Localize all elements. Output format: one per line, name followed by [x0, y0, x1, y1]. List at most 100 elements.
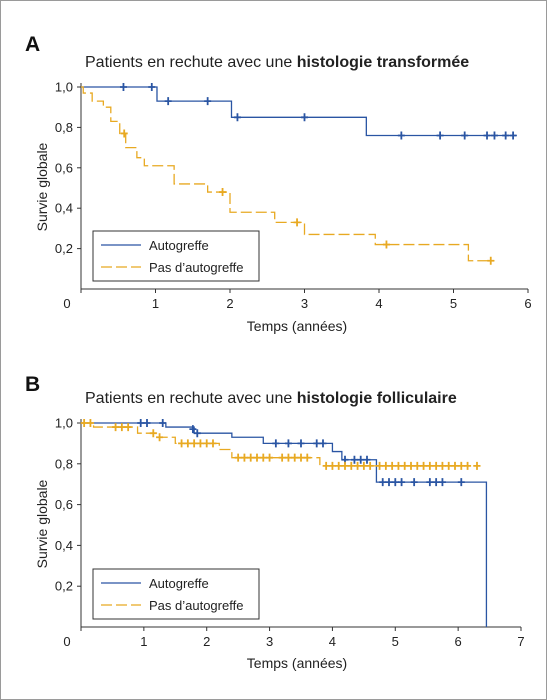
- censor-mark-autogreffe: [432, 478, 440, 487]
- chart-title: Patients en rechute avec une histologie …: [85, 54, 469, 71]
- censor-mark-pas-autogreffe: [354, 461, 362, 470]
- censor-mark-autogreffe: [426, 478, 434, 487]
- censor-mark-autogreffe: [119, 83, 127, 91]
- censor-mark-autogreffe: [193, 429, 201, 438]
- km-curve-pas-autogreffe: [81, 422, 481, 467]
- censor-mark-pas-autogreffe: [487, 256, 495, 265]
- censor-mark-autogreffe: [391, 478, 399, 487]
- chart-title-bold: histologie transformée: [297, 54, 470, 71]
- censor-mark-pas-autogreffe: [401, 461, 409, 470]
- censor-mark-autogreffe: [350, 455, 358, 464]
- panel-label: A: [25, 33, 40, 56]
- censor-mark-pas-autogreffe: [247, 453, 255, 462]
- censor-mark-autogreffe: [398, 478, 406, 487]
- censor-mark-pas-autogreffe: [347, 461, 355, 470]
- censor-mark-pas-autogreffe: [394, 461, 402, 470]
- censor-mark-autogreffe: [301, 113, 308, 122]
- censor-mark-pas-autogreffe: [240, 453, 248, 462]
- censor-mark-autogreffe: [483, 131, 491, 140]
- censor-mark-pas-autogreffe: [219, 188, 227, 197]
- censor-mark-pas-autogreffe: [291, 453, 299, 462]
- censor-mark-pas-autogreffe: [445, 461, 453, 470]
- x-tick-label: 1: [152, 296, 159, 311]
- censor-mark-pas-autogreffe: [253, 453, 261, 462]
- y-tick-label: 0,2: [55, 579, 73, 594]
- x-axis-label: Temps (années): [247, 655, 347, 671]
- censor-mark-pas-autogreffe: [124, 423, 132, 432]
- chart-title-prefix: Patients en rechute avec une: [85, 390, 297, 407]
- censor-mark-autogreffe: [189, 425, 197, 434]
- censor-mark-pas-autogreffe: [278, 453, 286, 462]
- y-tick-label: 1,0: [55, 416, 73, 431]
- censor-mark-pas-autogreffe: [297, 453, 305, 462]
- y-tick-label: 0,4: [55, 201, 73, 216]
- censor-mark-pas-autogreffe: [118, 423, 126, 432]
- censor-mark-autogreffe: [509, 131, 517, 140]
- censor-mark-pas-autogreffe: [341, 461, 349, 470]
- censor-mark-pas-autogreffe: [382, 240, 390, 249]
- km-curve-pas-autogreffe: [81, 86, 495, 262]
- censor-mark-pas-autogreffe: [120, 129, 128, 138]
- censor-mark-pas-autogreffe: [293, 218, 301, 227]
- censor-mark-pas-autogreffe: [360, 461, 368, 470]
- censor-mark-autogreffe: [272, 439, 280, 448]
- censor-mark-autogreffe: [502, 131, 510, 140]
- y-tick-label: 0,4: [55, 538, 73, 553]
- censor-mark-pas-autogreffe: [457, 461, 465, 470]
- censor-mark-pas-autogreffe: [196, 439, 204, 448]
- censor-mark-pas-autogreffe: [388, 461, 396, 470]
- km-curve-autogreffe: [81, 422, 488, 627]
- x-tick-label: 2: [203, 634, 210, 649]
- censor-mark-autogreffe: [363, 455, 371, 464]
- censor-mark-pas-autogreffe: [80, 419, 88, 427]
- km-curve-autogreffe: [81, 86, 517, 137]
- legend-box: [92, 230, 260, 282]
- x-tick-label: 3: [266, 634, 273, 649]
- censor-mark-autogreffe: [148, 83, 156, 91]
- x-tick-label: 5: [450, 296, 457, 311]
- x-tick-label: 7: [517, 634, 524, 649]
- censor-mark-autogreffe: [319, 439, 327, 448]
- censor-mark-autogreffe: [297, 439, 305, 448]
- legend-label: Pas d’autogreffe: [149, 260, 243, 275]
- censor-mark-autogreffe: [379, 478, 387, 487]
- y-tick-label: 0,6: [55, 160, 73, 175]
- x-tick-label: 2: [226, 296, 233, 311]
- censor-mark-autogreffe: [164, 97, 172, 106]
- censor-mark-autogreffe: [313, 439, 321, 448]
- censor-mark-pas-autogreffe: [366, 461, 374, 470]
- censor-mark-pas-autogreffe: [259, 453, 267, 462]
- x-tick-label: 4: [375, 296, 382, 311]
- censor-mark-autogreffe: [204, 97, 212, 106]
- x-tick-label: 6: [455, 634, 462, 649]
- censor-mark-pas-autogreffe: [156, 433, 164, 442]
- censor-mark-pas-autogreffe: [426, 461, 434, 470]
- chart-title-prefix: Patients en rechute avec une: [85, 54, 297, 71]
- y-axis-label: Survie globale: [34, 142, 50, 231]
- x-tick-label: 5: [392, 634, 399, 649]
- chart-panel-a: A Patients en rechute avec une histologie…: [25, 33, 532, 334]
- censor-mark-autogreffe: [410, 478, 418, 487]
- chart-title-bold: histologie folliculaire: [297, 390, 457, 407]
- censor-mark-pas-autogreffe: [432, 461, 440, 470]
- censor-mark-autogreffe: [233, 113, 241, 122]
- legend-label: Autogreffe: [149, 576, 209, 591]
- censor-mark-pas-autogreffe: [438, 461, 446, 470]
- censor-mark-pas-autogreffe: [234, 453, 242, 462]
- censor-mark-autogreffe: [490, 131, 498, 140]
- censor-mark-pas-autogreffe: [209, 439, 217, 448]
- censor-mark-pas-autogreffe: [335, 461, 343, 470]
- censor-mark-pas-autogreffe: [112, 423, 120, 432]
- censor-mark-pas-autogreffe: [328, 461, 336, 470]
- censor-mark-pas-autogreffe: [451, 461, 459, 470]
- chart-title: Patients en rechute avec une histologie …: [85, 390, 457, 407]
- censor-mark-autogreffe: [397, 131, 405, 140]
- censor-mark-autogreffe: [436, 131, 444, 140]
- censor-mark-pas-autogreffe: [178, 439, 186, 448]
- censor-mark-pas-autogreffe: [284, 453, 292, 462]
- y-tick-label: 0,8: [55, 120, 73, 135]
- panel-label: B: [25, 373, 40, 396]
- censor-mark-autogreffe: [143, 419, 151, 427]
